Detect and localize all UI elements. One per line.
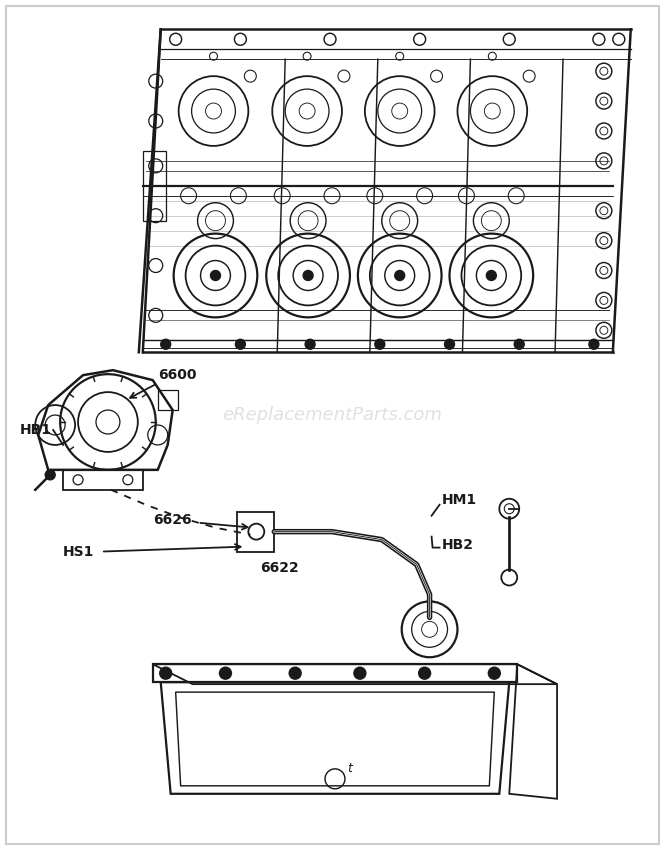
Text: 6600: 6600 bbox=[158, 368, 196, 382]
Circle shape bbox=[354, 667, 366, 679]
Circle shape bbox=[419, 667, 431, 679]
Circle shape bbox=[444, 339, 454, 349]
Text: eReplacementParts.com: eReplacementParts.com bbox=[222, 406, 442, 424]
Text: 6626: 6626 bbox=[153, 513, 192, 527]
Text: HB2: HB2 bbox=[442, 537, 473, 552]
Circle shape bbox=[395, 270, 405, 280]
Circle shape bbox=[160, 667, 172, 679]
Circle shape bbox=[488, 667, 500, 679]
Circle shape bbox=[589, 339, 599, 349]
Text: HB1: HB1 bbox=[19, 423, 51, 437]
Text: t: t bbox=[348, 762, 352, 775]
Circle shape bbox=[161, 339, 171, 349]
Circle shape bbox=[211, 270, 221, 280]
Circle shape bbox=[514, 339, 524, 349]
Circle shape bbox=[219, 667, 231, 679]
Circle shape bbox=[303, 270, 313, 280]
Circle shape bbox=[305, 339, 315, 349]
Circle shape bbox=[235, 339, 245, 349]
Text: HS1: HS1 bbox=[63, 545, 94, 558]
Circle shape bbox=[45, 470, 55, 479]
Circle shape bbox=[375, 339, 385, 349]
Circle shape bbox=[289, 667, 301, 679]
Text: 6622: 6622 bbox=[260, 560, 299, 575]
Circle shape bbox=[486, 270, 496, 280]
Text: HM1: HM1 bbox=[442, 493, 477, 507]
